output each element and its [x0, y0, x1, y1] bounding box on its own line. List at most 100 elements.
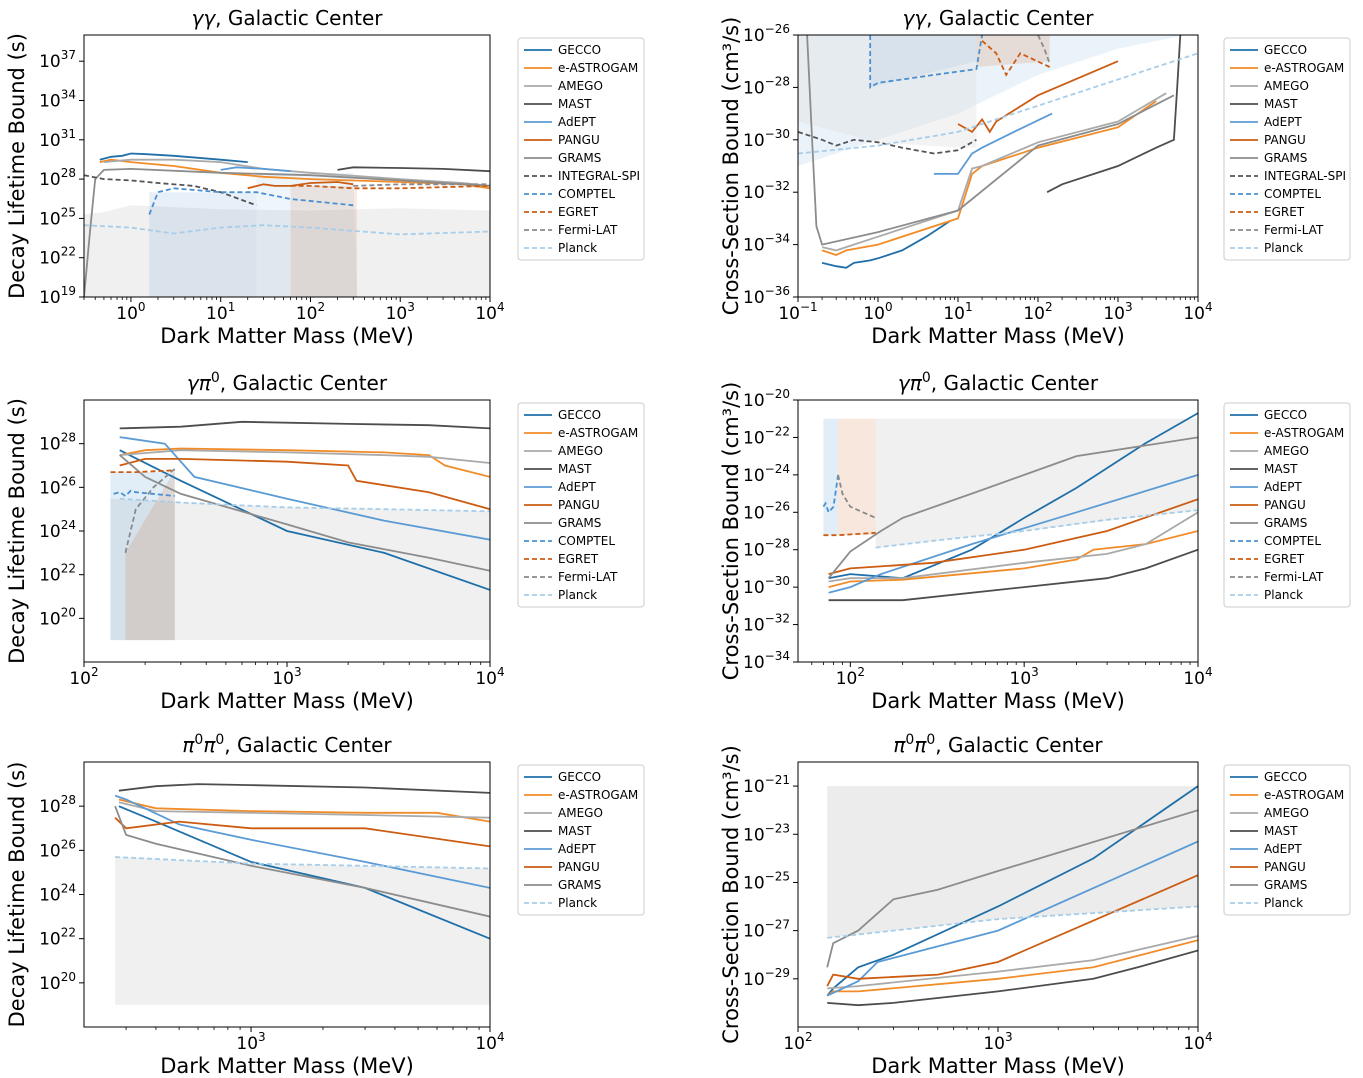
legend-label: MAST: [558, 824, 592, 838]
x-tick-label: 101: [943, 300, 972, 324]
shaded-regions: [84, 172, 490, 297]
legend-label: EGRET: [558, 552, 599, 566]
excluded-region-0: [110, 498, 490, 641]
x-tick-label: 103: [983, 1030, 1012, 1054]
series-line-comptel: [113, 489, 175, 498]
chart-pi0pi0-decay: 103 104 1020 1022 1024 1026 1028 π0π0, Galactic…: [0, 722, 650, 1078]
excluded-region-1: [870, 35, 977, 88]
legend-label: PANGU: [1264, 498, 1306, 512]
x-tick-label: 102: [836, 665, 865, 689]
legend-label: AdEPT: [1264, 842, 1302, 856]
legend-label: e-ASTROGAM: [1264, 426, 1344, 440]
legend-box: [517, 402, 645, 608]
legend-label: GRAMS: [1264, 516, 1307, 530]
x-tick-label: 103: [386, 300, 415, 324]
shaded-regions: [827, 786, 1198, 938]
legend-label: AMEGO: [558, 79, 603, 93]
series-line-egret: [981, 40, 1051, 77]
chart-gpi0-annihilation: 102 103 104 10−34 10−32 10−30 10−28 10−26 10−24 1…: [700, 362, 1363, 720]
excluded-region-2: [290, 185, 358, 297]
x-axis-label: Dark Matter Mass (MeV): [160, 324, 414, 348]
series-line-e-astrogam: [826, 939, 1198, 997]
legend-label: GECCO: [558, 770, 601, 784]
series-line-mast: [119, 420, 490, 430]
chart-gg-annihilation: 10−1 100 101 102 103 104 10−36 10−34 10−32 10−30 1…: [700, 0, 1363, 360]
series-line-mast: [118, 783, 490, 794]
legend-label: Fermi-LAT: [558, 223, 618, 237]
series-line-pangu: [957, 60, 1119, 134]
legend-label: AdEPT: [558, 842, 596, 856]
excluded-region-0: [115, 856, 490, 1005]
y-tick-label: 1020: [39, 605, 76, 629]
x-tick-label: 10−1: [778, 300, 817, 324]
chart-gpi0-decay: 102 103 104 1020 1022 1024 1026 1028 γπ0, Galact…: [0, 362, 650, 720]
legend-label: GECCO: [558, 43, 601, 57]
x-tick-label: 102: [69, 665, 98, 689]
series-line-amego: [118, 801, 490, 819]
shaded-regions: [798, 35, 1186, 166]
series-line-mast: [828, 548, 1198, 602]
series-group: [84, 152, 490, 297]
y-axis-label: Cross-Section Bound (cm³/s): [719, 382, 743, 681]
legend-label: COMPTEL: [558, 187, 615, 201]
y-tick-label: 10−27: [743, 918, 790, 942]
x-tick-label: 102: [296, 300, 325, 324]
series-line-amego: [828, 511, 1198, 583]
excluded-region-0: [798, 35, 1186, 166]
series-line-gecco: [99, 152, 248, 163]
x-tick-label: 101: [206, 300, 235, 324]
x-axis-label: Dark Matter Mass (MeV): [871, 689, 1125, 713]
series-line-amego: [821, 92, 1167, 252]
legend-label: GRAMS: [558, 151, 601, 165]
series-line-grams: [84, 167, 490, 297]
legend-box: [517, 764, 645, 916]
legend-label: AdEPT: [558, 115, 596, 129]
excluded-region-2: [125, 470, 175, 641]
y-tick-label: 10−22: [743, 424, 790, 448]
y-tick-label: 10−25: [743, 869, 790, 893]
chart-title: γπ0, Galactic Center: [898, 370, 1099, 395]
legend-label: Planck: [1264, 588, 1303, 602]
series-line-egret: [823, 531, 876, 537]
legend: GECCO e-ASTROGAM AMEGO MAST AdEPT PANGU GRAMS C…: [517, 402, 645, 608]
series-line-integral-spi: [798, 131, 977, 155]
plot-frame: [797, 399, 1199, 663]
y-tick-label: 1024: [39, 518, 76, 542]
y-tick-label: 10−32: [743, 612, 790, 636]
x-tick-label: 104: [475, 1030, 504, 1054]
series-line-e-astrogam: [828, 530, 1198, 588]
legend-label: AMEGO: [1264, 79, 1309, 93]
shaded-regions: [823, 418, 1198, 548]
y-tick-label: 10−21: [743, 773, 790, 797]
y-tick-label: 10−30: [743, 127, 790, 151]
legend-box: [517, 37, 645, 261]
legend: GECCO e-ASTROGAM AMEGO MAST AdEPT PANGU GRAMS P…: [1223, 764, 1351, 916]
series-line-adept: [220, 166, 291, 173]
y-tick-label: 1019: [39, 284, 76, 308]
series-line-grams: [114, 805, 490, 918]
legend-label: Fermi-LAT: [1264, 570, 1324, 584]
series-line-grams: [119, 454, 490, 572]
legend-label: COMPTEL: [558, 534, 615, 548]
y-tick-label: 10−28: [743, 537, 790, 561]
series-line-gecco: [118, 805, 490, 940]
y-tick-label: 1022: [39, 926, 76, 950]
legend-label: MAST: [558, 462, 592, 476]
legend-label: GRAMS: [558, 878, 601, 892]
legend-label: GECCO: [1264, 408, 1307, 422]
series-line-fermi-lat: [1037, 35, 1051, 65]
series-line-mast: [827, 949, 1198, 1007]
series-line-e-astrogam: [118, 798, 490, 823]
chart-svg: 100 101 102 103 104 1019 1022 1025 1028 1031 1034 1…: [5, 6, 645, 348]
legend-label: Fermi-LAT: [1264, 223, 1324, 237]
series-line-gecco: [821, 220, 951, 269]
x-tick-label: 103: [1103, 300, 1132, 324]
legend-label: GECCO: [1264, 43, 1307, 57]
series-line-adept: [826, 840, 1198, 997]
series-line-grams: [826, 809, 1198, 968]
y-tick-label: 1037: [39, 48, 76, 72]
y-tick-label: 10−34: [743, 232, 790, 256]
excluded-region-0: [84, 205, 490, 297]
x-tick-label: 100: [863, 300, 892, 324]
excluded-region-3: [256, 172, 358, 297]
